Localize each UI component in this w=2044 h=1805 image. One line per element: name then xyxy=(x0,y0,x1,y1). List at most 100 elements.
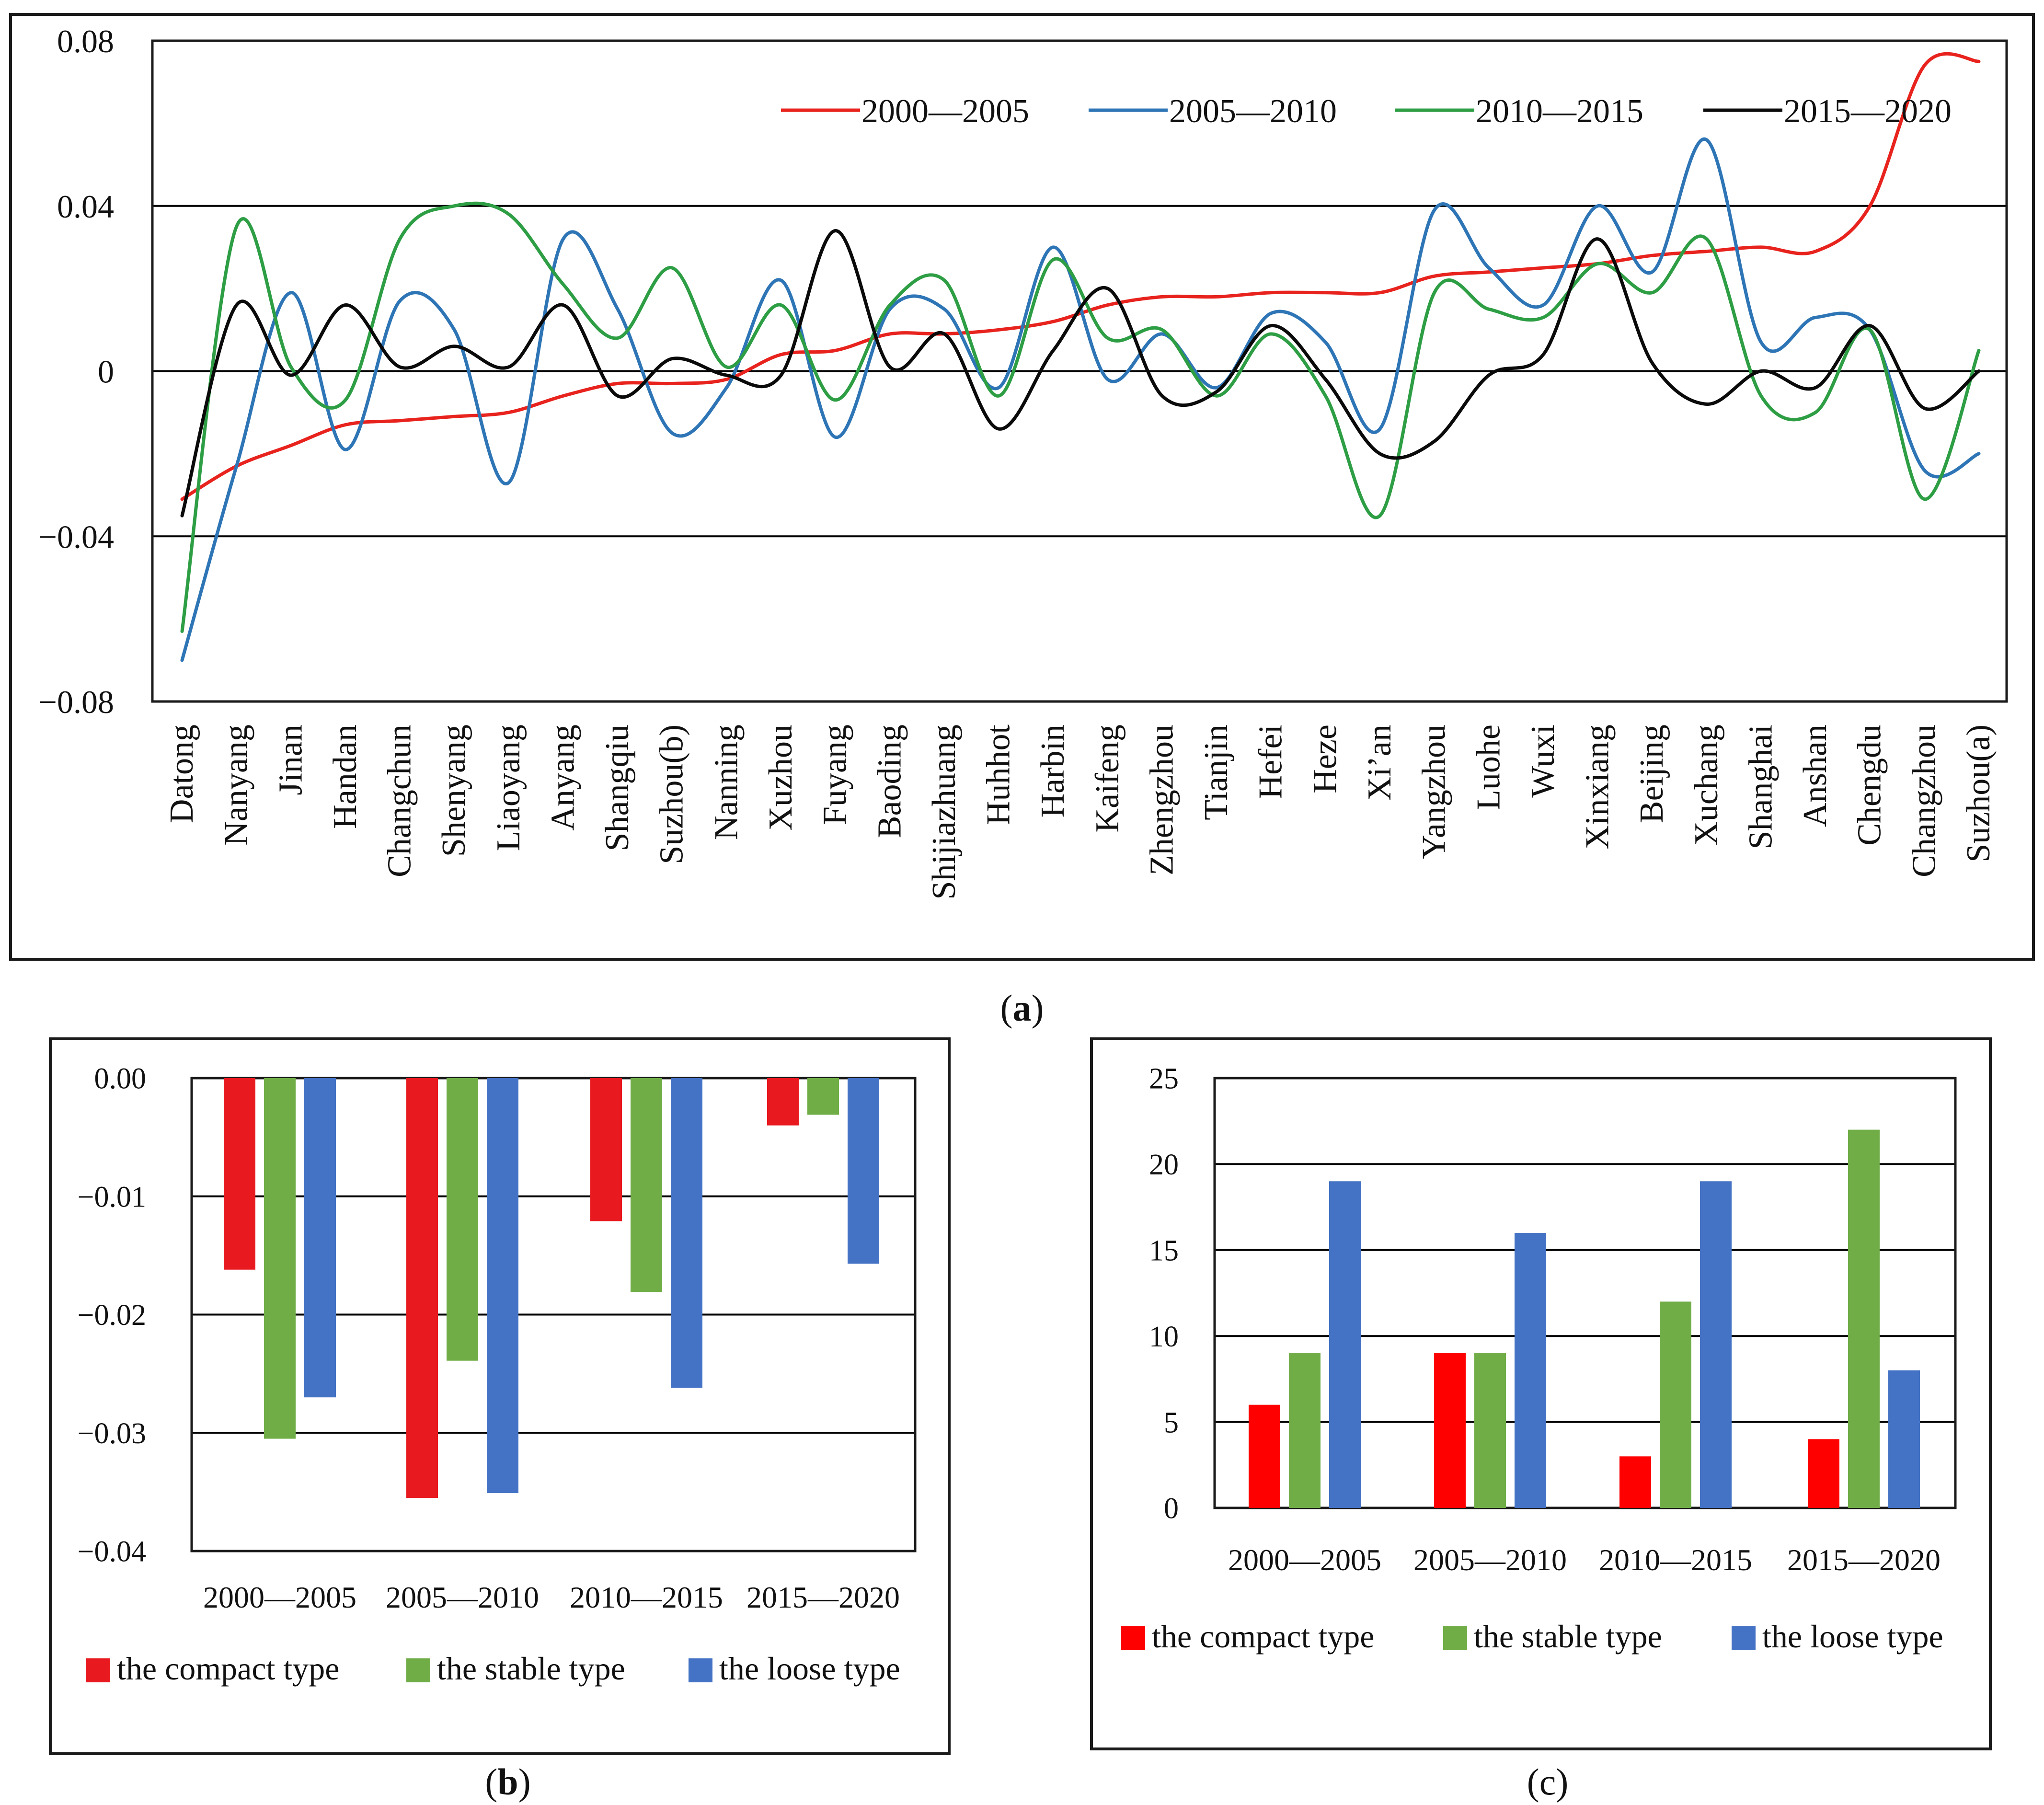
panel-a-caption-letter: a xyxy=(1013,987,1032,1029)
panel-a-series-line-2000-2005 xyxy=(180,52,1981,501)
panel-a-x-tick-zhengzhou: Zhengzhou xyxy=(1143,724,1180,875)
panel-c-legend-swatch-the-compact-type xyxy=(1121,1626,1145,1650)
panel-c-y-tick-label: 5 xyxy=(1164,1406,1179,1439)
panel-a-x-tick-chengdu: Chengdu xyxy=(1851,724,1888,846)
panel-a-x-tick-jinan: Jinan xyxy=(272,724,309,795)
panel-a-x-tick-xi-an: Xi’an xyxy=(1361,724,1398,801)
panel-b-legend-swatch-the-loose-type xyxy=(689,1658,712,1682)
panel-b-legend: the compact type the stable type the loose… xyxy=(86,1650,900,1687)
panel-b-bar-the-compact-type-0 xyxy=(224,1078,255,1270)
panel-a-x-tick-baoding: Baoding xyxy=(871,724,908,838)
panel-a-y-tick-label: 0.04 xyxy=(57,188,114,225)
panel-c-y-tick-label: 10 xyxy=(1149,1321,1179,1353)
panel-a-x-tick-anyang: Anyang xyxy=(544,724,581,831)
panel-a-x-tick-nanyang: Nanyang xyxy=(218,724,255,846)
panel-c-legend-swatch-the-stable-type xyxy=(1443,1626,1467,1650)
panel-a-line-chart: −0.08 −0.04 0 0.04 0.08 Datong Nanyang Jinan Ha… xyxy=(9,13,2035,1029)
panel-a-legend-label-2005-2010: 2005—2010 xyxy=(1169,93,1337,130)
panel-c-legend: the compact type the stable type the loose… xyxy=(1121,1618,1943,1655)
panel-c-plot-area xyxy=(1213,1077,1957,1509)
panel-b-bar-the-stable-type-1 xyxy=(447,1078,478,1361)
panel-a-series xyxy=(180,52,1981,662)
panel-a-y-tick-label: 0.08 xyxy=(57,23,114,59)
panel-c-bar-the-stable-type-2 xyxy=(1660,1301,1691,1508)
panel-b-x-tick-2005-2010: 2005—2010 xyxy=(386,1580,539,1614)
panel-b-bar-the-stable-type-0 xyxy=(264,1078,296,1439)
panel-c-x-tick-2010-2015: 2010—2015 xyxy=(1599,1543,1752,1577)
panel-c-y-axis: 0 5 10 15 20 25 xyxy=(1149,1063,1179,1525)
panel-a-frame xyxy=(9,13,2035,961)
panel-a-x-tick-wuxi: Wuxi xyxy=(1525,724,1562,798)
panel-b-y-tick-label: −0.03 xyxy=(78,1417,146,1450)
panel-b-bar-the-stable-type-2 xyxy=(631,1078,662,1292)
panel-b-legend-label-the-stable-type: the stable type xyxy=(437,1650,625,1687)
panel-a-x-tick-beijing: Beijing xyxy=(1633,724,1670,823)
panel-c-x-tick-2000-2005: 2000—2005 xyxy=(1228,1543,1381,1577)
panel-c-frame xyxy=(1090,1037,1992,1750)
panel-a-x-tick-liaoyang: Liaoyang xyxy=(490,724,527,851)
panel-b-y-axis: 0.00 −0.01 −0.02 −0.03 −0.04 xyxy=(78,1063,146,1568)
panel-a-y-tick-label: −0.04 xyxy=(39,518,114,555)
panel-b-frame xyxy=(49,1037,951,1755)
panel-b-y-tick-label: −0.04 xyxy=(78,1536,146,1568)
panel-a-series-line-2010-2015 xyxy=(180,201,1981,633)
panel-c-bar-the-compact-type-3 xyxy=(1808,1439,1839,1508)
panel-a-caption: (a) xyxy=(1000,987,1044,1029)
panel-a-plot-area xyxy=(151,39,2008,703)
panel-a-legend: 2000—2005 2005—2010 2010—2015 2015—2020 xyxy=(781,93,1952,130)
panel-a-x-tick-handan: Handan xyxy=(327,724,364,829)
panel-b-x-tick-2010-2015: 2010—2015 xyxy=(570,1580,723,1614)
panel-c-bar-the-compact-type-2 xyxy=(1619,1456,1651,1508)
panel-b-legend-swatch-the-stable-type xyxy=(406,1658,430,1682)
panel-a-x-tick-xuzhou: Xuzhou xyxy=(762,724,799,831)
panel-c-bars xyxy=(1249,1129,1920,1508)
panel-a-x-tick-tianjin: Tianjin xyxy=(1198,724,1235,820)
panel-c-bar-the-compact-type-1 xyxy=(1434,1353,1466,1508)
panel-a-series-line-2015-2020 xyxy=(180,229,1981,517)
panel-a-x-axis: Datong Nanyang Jinan Handan Changchun Shenyan… xyxy=(163,724,1997,899)
panel-a-x-tick-shenyang: Shenyang xyxy=(436,724,472,857)
panel-a-x-tick-shangqiu: Shangqiu xyxy=(599,724,636,851)
panel-a-legend-label-2010-2015: 2010—2015 xyxy=(1476,93,1643,130)
panel-c-bar-the-compact-type-0 xyxy=(1249,1404,1280,1508)
panel-a-legend-label-2015-2020: 2015—2020 xyxy=(1784,93,1952,130)
panel-b-x-tick-2015-2020: 2015—2020 xyxy=(746,1580,900,1614)
panel-a-x-tick-datong: Datong xyxy=(163,724,200,823)
panel-c-y-tick-label: 25 xyxy=(1149,1063,1179,1095)
panel-a-y-axis: −0.08 −0.04 0 0.04 0.08 xyxy=(39,23,114,720)
panel-b-y-tick-label: 0.00 xyxy=(94,1063,147,1095)
panel-b-bar-the-compact-type-1 xyxy=(406,1078,438,1498)
panel-c-x-tick-2015-2020: 2015—2020 xyxy=(1787,1543,1941,1577)
panel-b-bar-the-loose-type-2 xyxy=(671,1078,702,1388)
panel-b-caption-letter: b xyxy=(497,1761,518,1803)
panel-c-caption-letter: c xyxy=(1539,1761,1556,1803)
panel-a-gridlines xyxy=(152,205,2007,538)
panel-c-bar-the-loose-type-1 xyxy=(1515,1232,1546,1508)
panel-a-x-tick-huhhot: Huhhot xyxy=(980,724,1017,825)
panel-b-bar-the-loose-type-0 xyxy=(304,1078,336,1398)
panel-a-x-tick-harbin: Harbin xyxy=(1034,724,1071,817)
panel-b-bars xyxy=(224,1078,879,1498)
panel-a-x-tick-yangzhou: Yangzhou xyxy=(1416,724,1453,859)
panel-b-y-tick-label: −0.01 xyxy=(78,1181,146,1213)
panel-a-x-tick-heze: Heze xyxy=(1307,724,1344,793)
panel-c-gridlines xyxy=(1215,1077,1955,1423)
panel-b-legend-label-the-compact-type: the compact type xyxy=(117,1650,339,1687)
panel-b-bar-the-compact-type-2 xyxy=(590,1078,622,1221)
panel-b-bar-the-loose-type-1 xyxy=(487,1078,518,1494)
panel-a-x-tick-kaifeng: Kaifeng xyxy=(1089,724,1126,832)
panel-a-x-tick-luohe: Luohe xyxy=(1470,724,1507,810)
panel-a-x-tick-shanghai: Shanghai xyxy=(1742,724,1779,850)
panel-c-bar-the-loose-type-2 xyxy=(1700,1181,1732,1508)
panel-c-y-tick-label: 20 xyxy=(1149,1149,1179,1181)
panel-c-legend-label-the-stable-type: the stable type xyxy=(1474,1618,1662,1655)
panel-a-x-tick-shijiazhuang: Shijiazhuang xyxy=(926,724,963,899)
panel-b-plot-area xyxy=(190,1077,917,1552)
panel-c-x-axis: 2000—2005 2005—2010 2010—2015 2015—2020 xyxy=(1228,1543,1941,1577)
panel-c-bar-the-stable-type-0 xyxy=(1289,1353,1321,1508)
panel-a-x-tick-anshan: Anshan xyxy=(1797,724,1834,827)
panel-a-x-tick-suzhou-a: Suzhou(a) xyxy=(1960,724,1997,862)
panel-c-legend-label-the-loose-type: the loose type xyxy=(1762,1618,1943,1655)
